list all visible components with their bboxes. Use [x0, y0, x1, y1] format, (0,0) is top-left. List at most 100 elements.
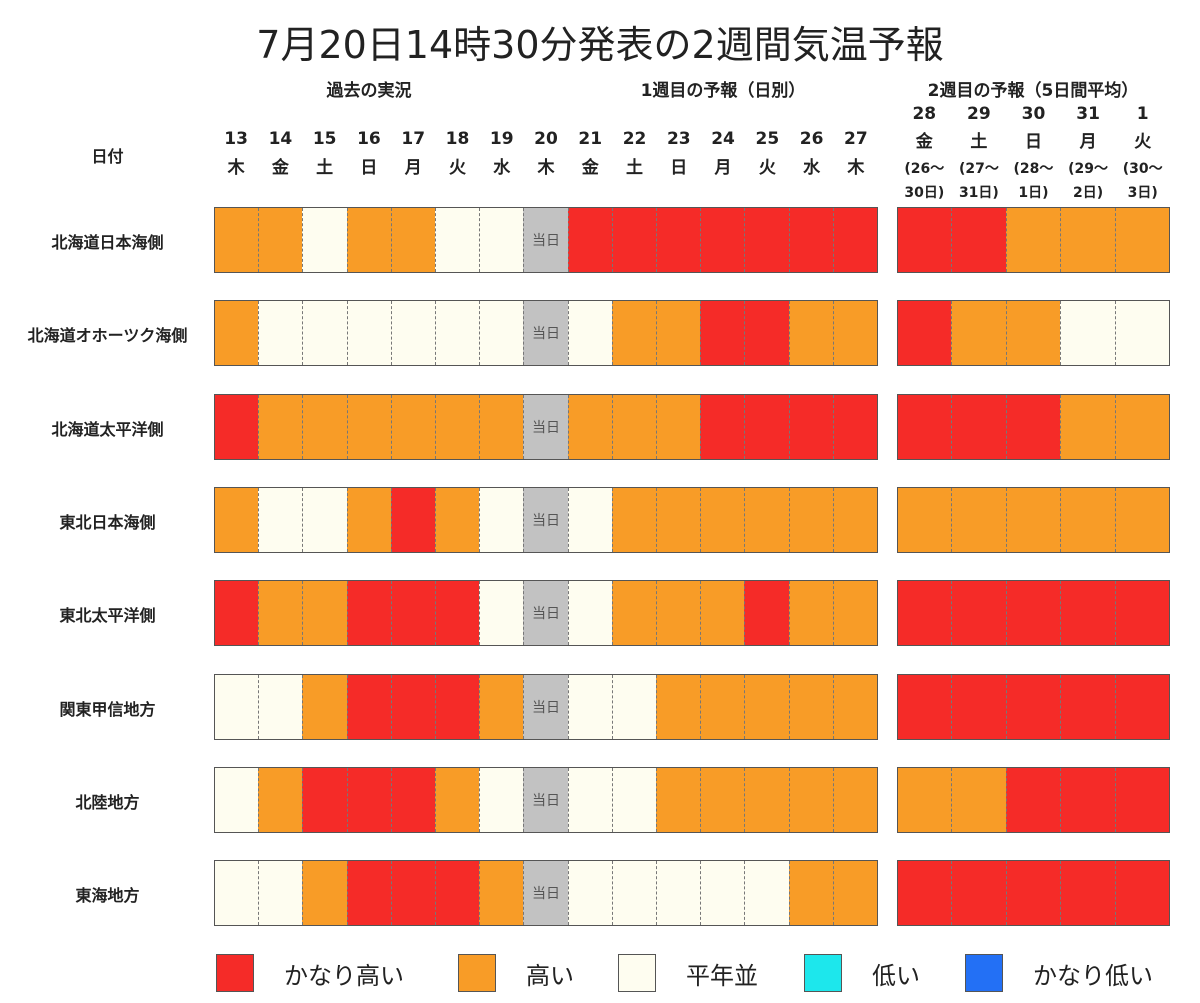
forecast-cell	[435, 861, 480, 926]
forecast-cell	[258, 487, 303, 552]
forecast-cell	[832, 861, 877, 926]
forecast-cell	[1060, 861, 1115, 926]
forecast-cell	[898, 767, 952, 832]
forecast-cell	[479, 581, 524, 646]
col-day-19: 19	[489, 129, 514, 149]
forecast-cell	[832, 674, 877, 739]
forecast-cell	[1060, 767, 1115, 832]
today-cell: 当日	[523, 581, 568, 646]
col-weekday-24: 月	[714, 158, 732, 178]
forecast-cell	[479, 767, 524, 832]
forecast-cell	[898, 487, 952, 552]
forecast-cell	[302, 301, 347, 366]
forecast-cell	[898, 208, 952, 272]
week2-range-start-1: (30〜	[1122, 161, 1163, 177]
col-day-23: 23	[666, 129, 691, 149]
week2-day-28: 28	[912, 104, 937, 124]
week2-weekday-29: 土	[970, 132, 988, 152]
col-weekday-25: 火	[758, 158, 776, 178]
week2-range-end-29: 31日)	[958, 185, 999, 201]
forecast-cell	[258, 861, 303, 926]
forecast-cell	[744, 861, 789, 926]
today-cell: 当日	[523, 767, 568, 832]
forecast-cell	[788, 208, 833, 272]
forecast-cell	[1060, 301, 1115, 366]
col-weekday-23: 日	[670, 158, 688, 178]
forecast-cell	[258, 581, 303, 646]
forecast-cell	[898, 301, 952, 366]
forecast-cell	[656, 301, 701, 366]
week2-range-end-31: 2日)	[1073, 185, 1104, 201]
forecast-cell	[479, 861, 524, 926]
forecast-cell	[656, 861, 701, 926]
forecast-cell	[302, 394, 347, 459]
forecast-cell	[832, 208, 877, 272]
forecast-cell	[346, 581, 391, 646]
forecast-cell	[832, 581, 877, 646]
forecast-cell	[951, 208, 1006, 272]
forecast-cell	[1005, 208, 1061, 272]
forecast-cell	[479, 301, 524, 366]
forecast-cell	[656, 487, 701, 552]
week2-forecast-row	[897, 393, 1170, 460]
week2-forecast-row	[897, 486, 1170, 553]
forecast-cell	[744, 581, 789, 646]
forecast-cell	[346, 674, 391, 739]
week2-forecast-row	[897, 207, 1170, 273]
forecast-cell	[479, 208, 524, 272]
forecast-cell	[479, 487, 524, 552]
legend-item: かなり低い	[965, 953, 1153, 993]
forecast-cell	[951, 674, 1006, 739]
today-cell: 当日	[523, 301, 568, 366]
week2-range-start-30: (28〜	[1013, 161, 1054, 177]
forecast-cell	[611, 394, 657, 459]
region-label: 東北日本海側	[59, 512, 156, 532]
forecast-cell	[700, 208, 745, 272]
forecast-cell	[346, 487, 391, 552]
region-label: 東海地方	[75, 886, 140, 906]
daily-forecast-row: 当日	[214, 673, 878, 740]
daily-forecast-row: 当日	[214, 580, 878, 647]
week2-range-end-30: 1日)	[1018, 185, 1049, 201]
forecast-cell	[346, 208, 391, 272]
col-day-17: 17	[401, 129, 426, 149]
forecast-cell	[215, 301, 259, 366]
forecast-cell	[1060, 394, 1115, 459]
week2-forecast-row	[897, 580, 1170, 647]
week2-forecast-row	[897, 673, 1170, 740]
region-label: 北海道日本海側	[51, 233, 164, 252]
forecast-cell	[744, 394, 789, 459]
forecast-cell	[346, 861, 391, 926]
forecast-cell	[788, 767, 833, 832]
legend-label: かなり低い	[1033, 961, 1153, 990]
col-weekday-15: 土	[316, 158, 334, 178]
forecast-cell	[390, 301, 436, 366]
forecast-cell	[1114, 208, 1169, 272]
forecast-cell	[951, 394, 1006, 459]
col-day-22: 22	[622, 129, 647, 149]
forecast-cell	[567, 394, 612, 459]
col-weekday-17: 月	[404, 158, 422, 178]
today-cell: 当日	[523, 861, 568, 926]
forecast-cell	[390, 767, 436, 832]
col-weekday-21: 金	[581, 158, 599, 178]
forecast-cell	[1005, 301, 1061, 366]
forecast-cell	[1005, 581, 1061, 646]
forecast-cell	[479, 674, 524, 739]
forecast-cell	[258, 674, 303, 739]
col-weekday-18: 火	[448, 158, 466, 178]
forecast-cell	[744, 674, 789, 739]
legend-label: 平年並	[686, 961, 758, 990]
col-day-13: 13	[224, 129, 248, 149]
forecast-cell	[788, 301, 833, 366]
today-cell: 当日	[523, 394, 568, 459]
daily-forecast-row: 当日	[214, 393, 878, 460]
region-label: 北海道太平洋側	[51, 419, 164, 439]
legend-item: 低い	[804, 953, 920, 993]
forecast-cell	[832, 301, 877, 366]
forecast-cell	[700, 301, 745, 366]
forecast-cell	[788, 394, 833, 459]
forecast-cell	[700, 861, 745, 926]
forecast-cell	[302, 767, 347, 832]
forecast-cell	[898, 861, 952, 926]
